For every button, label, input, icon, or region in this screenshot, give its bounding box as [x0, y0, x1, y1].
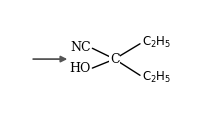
Text: NC: NC [70, 41, 90, 54]
Text: C: C [109, 53, 119, 66]
Text: $\mathregular{C_2H_5}$: $\mathregular{C_2H_5}$ [141, 70, 170, 85]
Text: HO: HO [69, 62, 90, 75]
Text: $\mathregular{C_2H_5}$: $\mathregular{C_2H_5}$ [141, 35, 170, 50]
